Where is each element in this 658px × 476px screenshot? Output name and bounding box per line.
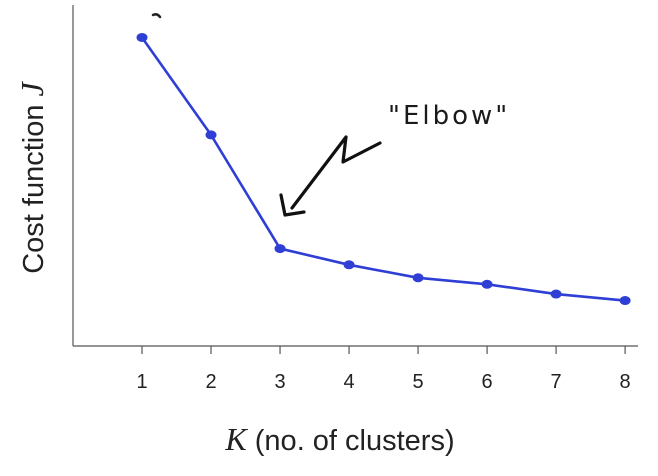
- elbow-annotation-text: "Elbow": [388, 101, 510, 131]
- y-axis-label-symbol: J: [14, 80, 50, 96]
- data-point: [274, 244, 286, 254]
- x-tick-label: 1: [136, 371, 147, 393]
- x-axis-label-text: (no. of clusters): [247, 425, 455, 457]
- data-point: [550, 289, 562, 299]
- data-point: [205, 130, 217, 140]
- x-axis-label: K (no. of clusters): [224, 421, 454, 457]
- x-tick-label: 7: [551, 371, 562, 393]
- x-tick-label: 2: [205, 371, 216, 393]
- x-tick-label: 6: [482, 371, 493, 393]
- elbow-arrowhead-icon: [279, 193, 306, 217]
- pen-mark: [151, 13, 162, 19]
- elbow-arrow-icon: [290, 135, 382, 210]
- x-axis-label-symbol: K: [224, 421, 248, 457]
- data-point: [136, 32, 148, 42]
- data-point: [412, 273, 424, 283]
- x-tick-label: 5: [412, 371, 423, 393]
- data-point: [481, 279, 493, 289]
- x-tick-label: 3: [274, 371, 285, 393]
- y-axis-label: Cost function J: [14, 80, 50, 273]
- x-tick-label: 8: [620, 371, 631, 393]
- x-tick-label: 4: [343, 371, 354, 393]
- y-axis-label-text: Cost function: [18, 96, 50, 273]
- x-ticks: 1 2 3 4 5 6 7 8: [136, 346, 631, 393]
- data-point: [619, 296, 631, 306]
- data-point: [343, 260, 355, 270]
- series-line: [140, 36, 627, 302]
- data-series: [136, 32, 631, 306]
